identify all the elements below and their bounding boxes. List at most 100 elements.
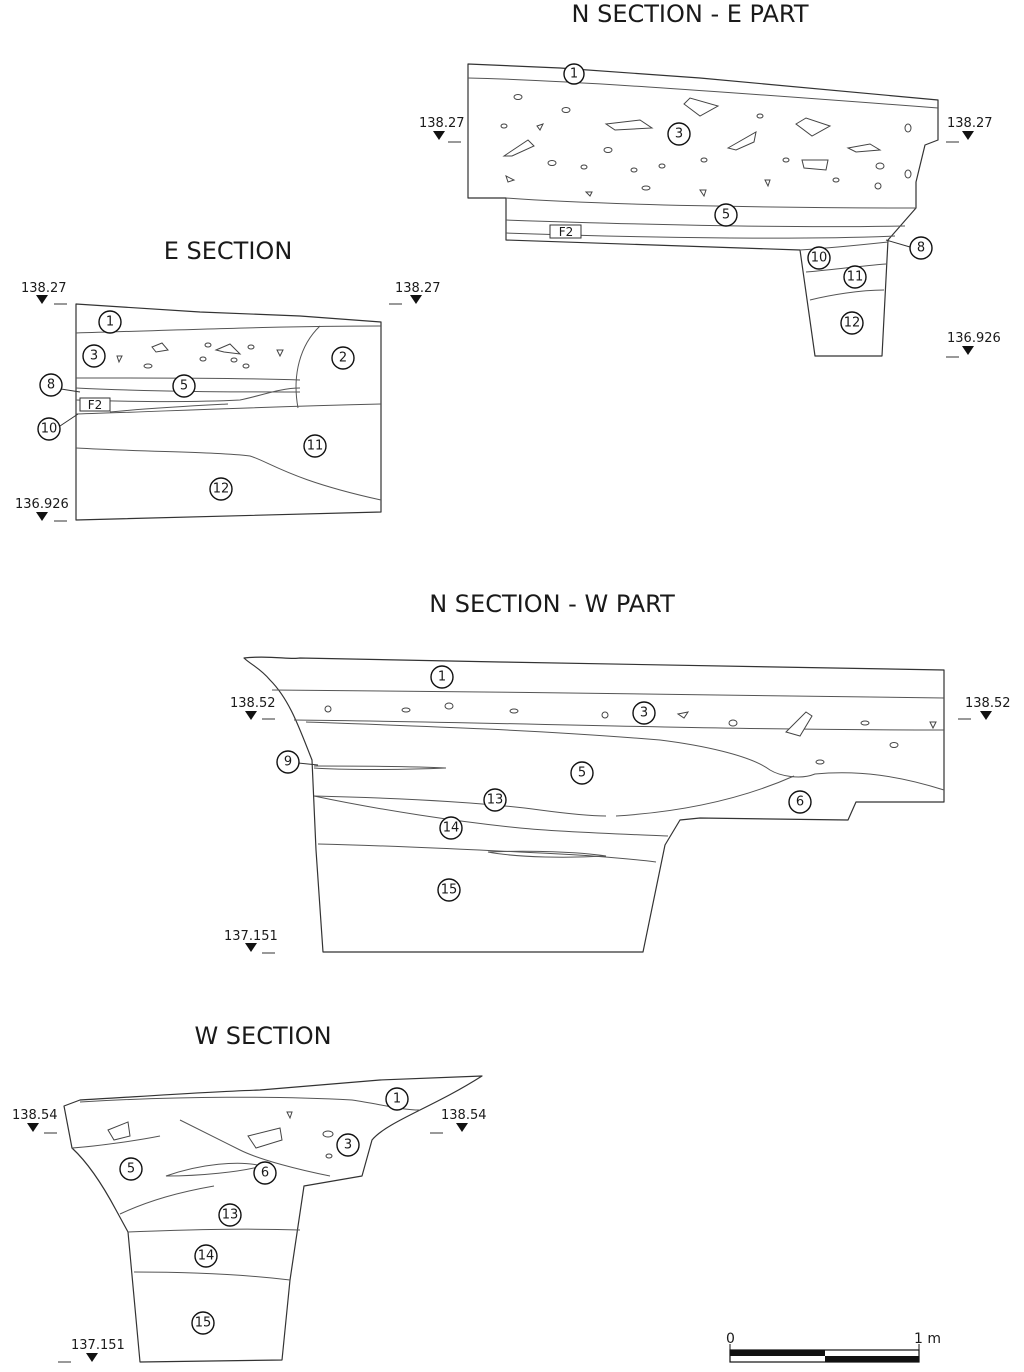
elevation-marker: 138.27 bbox=[946, 116, 993, 143]
svg-text:138.54: 138.54 bbox=[441, 1108, 487, 1123]
layer-number: 15 bbox=[191, 1311, 215, 1335]
svg-text:5: 5 bbox=[127, 1162, 135, 1177]
svg-text:6: 6 bbox=[796, 795, 804, 810]
layer-boundary bbox=[75, 387, 301, 393]
svg-text:9: 9 bbox=[284, 755, 292, 770]
layer-boundary bbox=[119, 1185, 215, 1215]
svg-text:138.27: 138.27 bbox=[395, 281, 441, 296]
svg-text:3: 3 bbox=[90, 349, 98, 364]
f2-label: F2 bbox=[559, 225, 574, 239]
layer-number: 5 bbox=[570, 761, 594, 785]
layer-boundary bbox=[127, 1228, 301, 1233]
layer-number: 14 bbox=[194, 1244, 218, 1268]
stones bbox=[107, 1111, 334, 1159]
svg-text:12: 12 bbox=[844, 316, 861, 331]
svg-text:3: 3 bbox=[640, 706, 648, 721]
layer-number: 5 bbox=[119, 1157, 143, 1181]
svg-text:137.151: 137.151 bbox=[224, 929, 278, 944]
leader-line bbox=[59, 413, 79, 427]
stones bbox=[500, 94, 912, 198]
f2-feature-box bbox=[79, 397, 111, 412]
scale-bar-end-label: 1 m bbox=[914, 1331, 941, 1347]
layer-number: 6 bbox=[253, 1161, 277, 1185]
svg-text:2: 2 bbox=[339, 351, 347, 366]
layer-number: 13 bbox=[483, 788, 507, 812]
layer-number: 13 bbox=[218, 1203, 242, 1227]
svg-text:11: 11 bbox=[307, 439, 324, 454]
elevation-marker: 136.926 bbox=[15, 497, 69, 522]
n-west-outline bbox=[243, 656, 945, 953]
layer-number: 3 bbox=[336, 1133, 360, 1157]
layer-9-lens bbox=[313, 765, 447, 770]
svg-text:13: 13 bbox=[222, 1208, 239, 1223]
scale-bar: 0 1 m bbox=[726, 1331, 941, 1363]
layer-boundary bbox=[313, 795, 669, 837]
layer-boundary bbox=[133, 1271, 291, 1281]
layer-number: 8 bbox=[909, 236, 933, 260]
layer-boundary bbox=[71, 1135, 161, 1149]
layer-boundary bbox=[271, 689, 945, 699]
elevation-marker: 138.27 bbox=[419, 116, 465, 143]
layer-boundary bbox=[805, 263, 887, 273]
layer-number: 8 bbox=[39, 373, 63, 397]
layer-boundary bbox=[317, 843, 657, 863]
layer-6-lens bbox=[165, 1162, 264, 1177]
layer-number: 2 bbox=[331, 346, 355, 370]
layer-boundary bbox=[615, 775, 795, 817]
layer-number: 12 bbox=[840, 311, 864, 335]
n-section-w-part-title: N SECTION - W PART bbox=[429, 590, 675, 618]
svg-text:12: 12 bbox=[213, 482, 230, 497]
svg-text:5: 5 bbox=[578, 766, 586, 781]
svg-text:6: 6 bbox=[261, 1166, 269, 1181]
layer-boundary bbox=[79, 1096, 421, 1111]
elevation-marker: 138.27 bbox=[389, 281, 441, 305]
leader-line bbox=[297, 762, 319, 766]
layer-number: 5 bbox=[714, 203, 738, 227]
layer-boundary bbox=[799, 241, 889, 251]
layer-number: 15 bbox=[437, 878, 461, 902]
layer-boundary bbox=[293, 719, 945, 731]
layer-number: 9 bbox=[276, 750, 300, 774]
layer-number: 6 bbox=[788, 790, 812, 814]
layer-number: 10 bbox=[807, 246, 831, 270]
svg-text:138.27: 138.27 bbox=[419, 116, 465, 131]
svg-text:5: 5 bbox=[722, 208, 730, 223]
layer-number: 3 bbox=[667, 122, 691, 146]
svg-text:137.151: 137.151 bbox=[71, 1338, 125, 1353]
stones bbox=[324, 702, 937, 765]
layer-boundary bbox=[75, 377, 301, 381]
layer-boundary bbox=[505, 197, 917, 209]
elevation-marker: 138.54 bbox=[12, 1108, 58, 1134]
svg-text:13: 13 bbox=[487, 793, 504, 808]
elevation-marker: 138.52 bbox=[958, 696, 1011, 720]
layer-boundary bbox=[505, 219, 906, 228]
layer-number: 1 bbox=[98, 310, 122, 334]
svg-text:10: 10 bbox=[811, 251, 828, 266]
svg-text:3: 3 bbox=[344, 1138, 352, 1153]
f2-feature-box bbox=[549, 224, 582, 239]
layer-number: 1 bbox=[563, 63, 585, 85]
scale-bar-start-label: 0 bbox=[726, 1331, 735, 1347]
svg-text:1: 1 bbox=[438, 670, 446, 685]
svg-text:138.54: 138.54 bbox=[12, 1108, 58, 1123]
svg-text:8: 8 bbox=[47, 378, 55, 393]
w-section-outline bbox=[63, 1075, 483, 1363]
svg-text:1: 1 bbox=[570, 67, 578, 82]
layer-number: 1 bbox=[430, 665, 454, 689]
layer-number: 11 bbox=[303, 434, 327, 458]
elevation-marker: 137.151 bbox=[224, 929, 278, 954]
elevation-marker: 136.926 bbox=[946, 331, 1001, 358]
svg-text:138.27: 138.27 bbox=[21, 281, 67, 296]
svg-text:14: 14 bbox=[198, 1249, 215, 1264]
layer-number: 10 bbox=[37, 417, 61, 441]
layer-boundary bbox=[75, 447, 382, 501]
e-section-title: E SECTION bbox=[164, 237, 293, 265]
svg-text:136.926: 136.926 bbox=[947, 331, 1001, 346]
elevation-marker: 137.151 bbox=[58, 1338, 125, 1363]
layer-number: 3 bbox=[632, 701, 656, 725]
svg-text:138.27: 138.27 bbox=[947, 116, 993, 131]
e-section: E SECTION F2 1 3 2 8 5 10 bbox=[15, 237, 441, 522]
layer-number: 1 bbox=[385, 1087, 409, 1111]
n-east-outline bbox=[467, 63, 939, 357]
svg-text:5: 5 bbox=[180, 379, 188, 394]
